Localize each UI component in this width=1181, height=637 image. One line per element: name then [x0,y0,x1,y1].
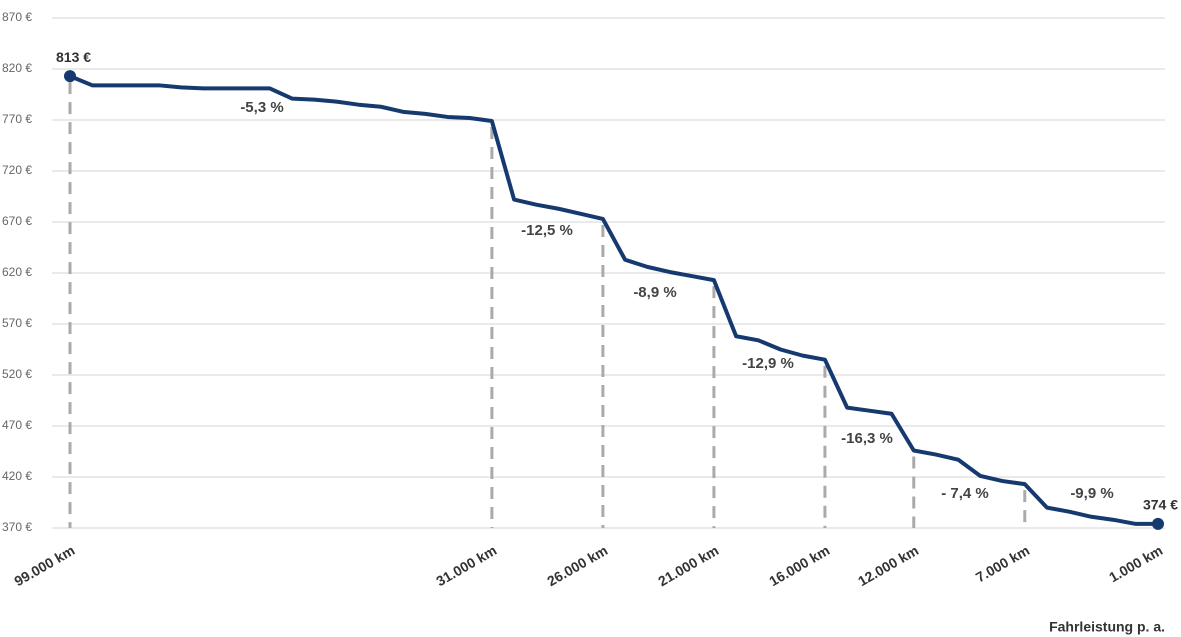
value-label: 374 € [1143,497,1178,513]
annotation: -12,5 % [521,222,573,239]
y-tick-label: 820 € [2,61,32,75]
x-tick-label: 7.000 km [973,542,1032,585]
annotation: -12,9 % [742,355,794,372]
value-label: 813 € [56,49,91,65]
x-tick-label: 12.000 km [855,542,921,589]
y-tick-label: 620 € [2,265,32,279]
y-tick-label: 470 € [2,418,32,432]
y-tick-label: 420 € [2,469,32,483]
x-tick-label: 99.000 km [11,542,77,589]
y-tick-label: 570 € [2,316,32,330]
annotation: -9,9 % [1070,485,1113,502]
x-tick-label: 16.000 km [766,542,832,589]
y-tick-label: 520 € [2,367,32,381]
end-point [1152,517,1164,530]
end-point [64,70,76,83]
annotation: -5,3 % [240,99,283,116]
x-axis-label: Fahrleistung p. a. [1049,619,1165,635]
y-tick-label: 770 € [2,112,32,126]
annotation: - 7,4 % [941,485,989,502]
y-tick-label: 720 € [2,163,32,177]
y-tick-label: 670 € [2,214,32,228]
line [69,74,1158,526]
x-tick-label: 21.000 km [655,542,721,589]
y-tick-label: 370 € [2,520,32,534]
annotation: -8,9 % [633,284,676,301]
y-tick-label: 870 € [2,10,32,24]
x-tick-label: 1.000 km [1106,542,1165,585]
x-tick-label: 26.000 km [544,542,610,589]
x-tick-label: 31.000 km [433,542,499,589]
annotation: -16,3 % [841,430,893,447]
